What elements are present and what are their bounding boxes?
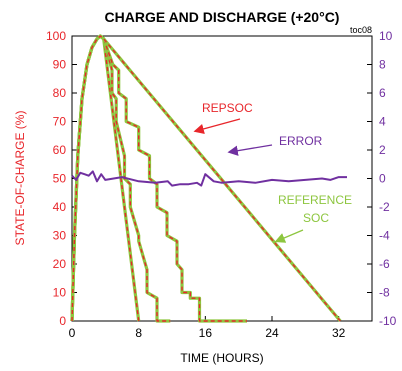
x-tick-label: 32 bbox=[332, 326, 346, 340]
y-axis-label: STATE-OF-CHARGE (%) bbox=[13, 111, 27, 246]
y2-tick-label: -4 bbox=[379, 229, 390, 243]
x-tick-label: 24 bbox=[265, 326, 279, 340]
x-tick-label: 16 bbox=[199, 326, 213, 340]
annotation-label: REFERENCE bbox=[278, 193, 352, 207]
y2-tick-label: 6 bbox=[379, 86, 386, 100]
y2-tick-label: -8 bbox=[379, 286, 390, 300]
annotation-label: SOC bbox=[303, 211, 329, 225]
y-tick-label: 0 bbox=[59, 314, 66, 328]
y2-tick-label: 10 bbox=[379, 29, 393, 43]
y-tick-label: 50 bbox=[53, 172, 67, 186]
y-tick-label: 10 bbox=[53, 286, 67, 300]
y-tick-label: 60 bbox=[53, 143, 67, 157]
y2-tick-label: 8 bbox=[379, 58, 386, 72]
y2-tick-label: -2 bbox=[379, 200, 390, 214]
repsoc-curve-4 bbox=[71, 35, 341, 322]
y-tick-label: 30 bbox=[53, 229, 67, 243]
y2-tick-label: -6 bbox=[379, 257, 390, 271]
y-tick-label: 20 bbox=[53, 257, 67, 271]
figure-code: toc08 bbox=[350, 25, 372, 35]
x-axis-label: TIME (HOURS) bbox=[180, 351, 263, 365]
y2-tick-label: 2 bbox=[379, 143, 386, 157]
error-arrow bbox=[227, 144, 273, 156]
error-curve-5 bbox=[71, 170, 347, 187]
annotation-label: REPSOC bbox=[202, 101, 253, 115]
y-tick-label: 80 bbox=[53, 86, 67, 100]
chart-title: CHARGE AND DISCHARGE (+20°C) bbox=[105, 9, 340, 25]
y2-tick-label: -10 bbox=[379, 314, 397, 328]
reference-soc-arrow bbox=[274, 229, 304, 243]
repsoc-curve-2 bbox=[71, 35, 171, 322]
y-tick-label: 70 bbox=[53, 115, 67, 129]
y2-tick-label: 4 bbox=[379, 115, 386, 129]
annotation-label: ERROR bbox=[279, 134, 323, 148]
y-tick-label: 100 bbox=[46, 29, 66, 43]
y-tick-label: 90 bbox=[53, 58, 67, 72]
x-tick-label: 0 bbox=[69, 326, 76, 340]
y-tick-label: 40 bbox=[53, 200, 67, 214]
y2-tick-label: 0 bbox=[379, 172, 386, 186]
x-tick-label: 8 bbox=[135, 326, 142, 340]
repsoc-arrow bbox=[193, 118, 241, 134]
